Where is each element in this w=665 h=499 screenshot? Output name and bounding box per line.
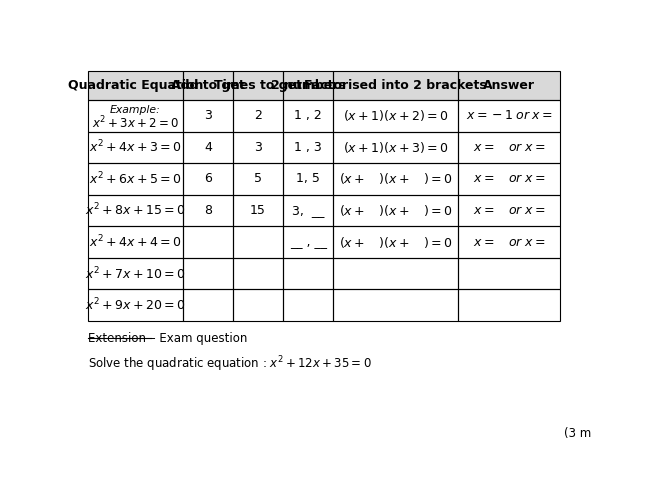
Bar xyxy=(183,71,233,100)
Bar xyxy=(333,71,458,100)
Text: 3: 3 xyxy=(254,141,262,154)
Text: $x^2 + 9x + 20 = 0$: $x^2 + 9x + 20 = 0$ xyxy=(85,297,186,313)
Bar xyxy=(458,71,561,100)
Bar xyxy=(283,132,333,163)
Bar xyxy=(233,226,283,258)
Bar xyxy=(233,132,283,163)
Bar xyxy=(458,195,561,226)
Bar xyxy=(458,100,561,132)
Bar xyxy=(458,258,561,289)
Bar xyxy=(283,289,333,321)
Text: $(x +\quad)(x +\quad) = 0$: $(x +\quad)(x +\quad) = 0$ xyxy=(338,172,453,187)
Bar xyxy=(283,163,333,195)
Bar xyxy=(233,163,283,195)
Text: 2: 2 xyxy=(254,109,262,122)
Text: $x^2 + 7x + 10 = 0$: $x^2 + 7x + 10 = 0$ xyxy=(85,265,186,282)
Bar xyxy=(283,258,333,289)
Text: $(x + 1)(x + 2) = 0$: $(x + 1)(x + 2) = 0$ xyxy=(343,108,448,123)
Bar xyxy=(233,289,283,321)
Bar xyxy=(233,195,283,226)
Bar xyxy=(333,132,458,163)
Bar xyxy=(283,100,333,132)
Bar xyxy=(333,195,458,226)
Bar xyxy=(183,71,233,100)
Text: $(x + 1)(x + 3) = 0$: $(x + 1)(x + 3) = 0$ xyxy=(343,140,448,155)
Text: $x^2 + 4x + 4 = 0$: $x^2 + 4x + 4 = 0$ xyxy=(89,234,182,250)
Bar xyxy=(88,226,183,258)
Bar xyxy=(183,226,233,258)
Text: Factorised into 2 brackets: Factorised into 2 brackets xyxy=(305,79,487,92)
Text: 5: 5 xyxy=(254,173,262,186)
Text: $x^2 + 4x + 3 = 0$: $x^2 + 4x + 3 = 0$ xyxy=(89,139,182,156)
Text: $x =\quad or\;x =$: $x =\quad or\;x =$ xyxy=(473,173,545,186)
Bar xyxy=(458,132,561,163)
Text: $x^2 + 8x + 15 = 0$: $x^2 + 8x + 15 = 0$ xyxy=(85,202,186,219)
Bar xyxy=(233,258,283,289)
Text: $x^2 + 3x + 2 = 0$: $x^2 + 3x + 2 = 0$ xyxy=(92,115,179,131)
Bar xyxy=(233,71,283,100)
Bar xyxy=(183,100,233,132)
Text: $(x +\quad)(x +\quad) = 0$: $(x +\quad)(x +\quad) = 0$ xyxy=(338,203,453,218)
Bar xyxy=(333,226,458,258)
Text: Add to get: Add to get xyxy=(171,79,245,92)
Bar xyxy=(283,71,333,100)
Text: __ , __: __ , __ xyxy=(290,236,327,249)
Text: 3: 3 xyxy=(204,109,211,122)
Bar xyxy=(88,195,183,226)
Bar xyxy=(88,71,183,100)
Bar xyxy=(183,163,233,195)
Text: 6: 6 xyxy=(204,173,211,186)
Bar xyxy=(333,289,458,321)
Text: (3 m: (3 m xyxy=(563,427,591,440)
Text: Times to get: Times to get xyxy=(214,79,302,92)
Text: Solve the quadratic equation : $x^2 + 12x + 35 = 0$: Solve the quadratic equation : $x^2 + 12… xyxy=(88,355,372,374)
Bar xyxy=(458,71,561,100)
Bar xyxy=(183,195,233,226)
Text: Answer: Answer xyxy=(483,79,535,92)
Bar xyxy=(88,258,183,289)
Text: $x =\quad or\;x =$: $x =\quad or\;x =$ xyxy=(473,204,545,217)
Bar xyxy=(183,258,233,289)
Bar xyxy=(183,289,233,321)
Bar xyxy=(233,71,283,100)
Text: $x = -1\;or\;x =$: $x = -1\;or\;x =$ xyxy=(465,109,553,122)
Text: $x =\quad or\;x =$: $x =\quad or\;x =$ xyxy=(473,236,545,249)
Bar xyxy=(458,226,561,258)
Text: 8: 8 xyxy=(204,204,212,217)
Text: 3,  __: 3, __ xyxy=(292,204,325,217)
Bar xyxy=(283,195,333,226)
Bar xyxy=(458,289,561,321)
Bar xyxy=(458,163,561,195)
Bar xyxy=(88,289,183,321)
Text: Quadratic Equation: Quadratic Equation xyxy=(68,79,203,92)
Text: 2 numbers: 2 numbers xyxy=(271,79,346,92)
Text: 4: 4 xyxy=(204,141,211,154)
Bar xyxy=(88,71,183,100)
Bar xyxy=(283,71,333,100)
Text: Extension – Exam question: Extension – Exam question xyxy=(88,332,247,345)
Bar xyxy=(183,132,233,163)
Bar xyxy=(88,100,183,132)
Text: 1 , 3: 1 , 3 xyxy=(295,141,323,154)
Bar xyxy=(88,163,183,195)
Text: Example:: Example: xyxy=(110,105,161,115)
Bar xyxy=(333,100,458,132)
Bar xyxy=(233,100,283,132)
Bar xyxy=(333,71,458,100)
Text: 15: 15 xyxy=(250,204,266,217)
Text: $(x +\quad)(x +\quad) = 0$: $(x +\quad)(x +\quad) = 0$ xyxy=(338,235,453,250)
Bar xyxy=(88,132,183,163)
Text: 1, 5: 1, 5 xyxy=(297,173,321,186)
Bar xyxy=(283,226,333,258)
Bar xyxy=(333,163,458,195)
Text: 1 , 2: 1 , 2 xyxy=(295,109,323,122)
Text: $x =\quad or\;x =$: $x =\quad or\;x =$ xyxy=(473,141,545,154)
Text: $x^2 + 6x + 5 = 0$: $x^2 + 6x + 5 = 0$ xyxy=(89,171,182,187)
Bar xyxy=(333,258,458,289)
